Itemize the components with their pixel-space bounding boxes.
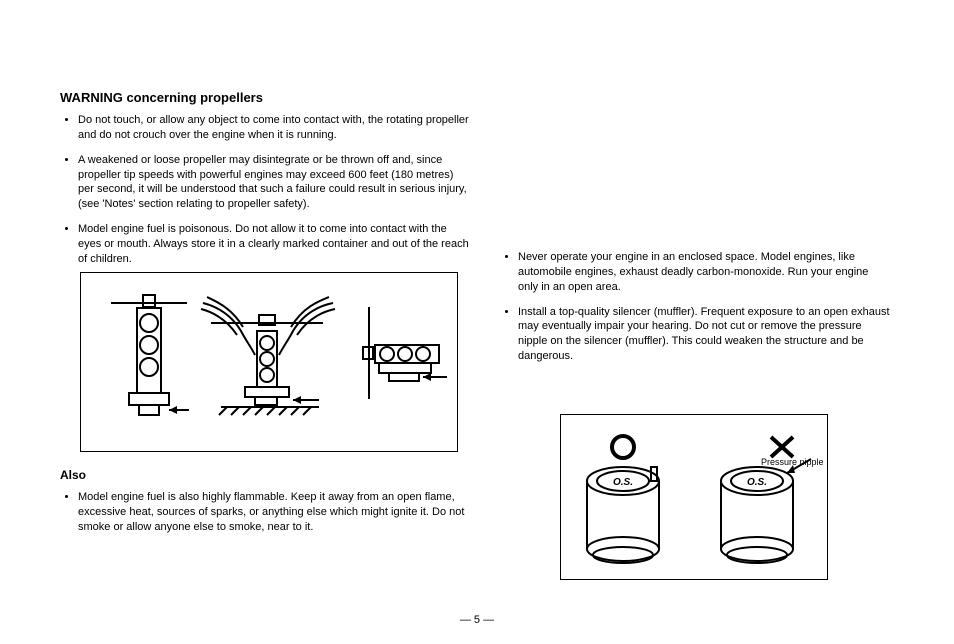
also-subheading: Also bbox=[60, 468, 470, 482]
bullet-item: Model engine fuel is also highly flammab… bbox=[78, 490, 470, 535]
silencer-figure: O.S. O.S. Pressure nipple bbox=[560, 414, 828, 580]
bullet-list-left-2: Model engine fuel is also highly flammab… bbox=[60, 490, 470, 535]
propeller-figure bbox=[80, 272, 458, 452]
bullet-item: Install a top-quality silencer (muffler)… bbox=[518, 305, 890, 364]
warning-heading: WARNING concerning propellers bbox=[60, 90, 470, 105]
bullet-item: Do not touch, or allow any object to com… bbox=[78, 113, 470, 143]
svg-text:O.S.: O.S. bbox=[613, 477, 633, 488]
bullet-item: Model engine fuel is poisonous. Do not a… bbox=[78, 222, 470, 267]
pressure-nipple-label: Pressure nipple bbox=[761, 457, 831, 467]
bullet-list-left: Do not touch, or allow any object to com… bbox=[60, 113, 470, 267]
bullet-item: Never operate your engine in an enclosed… bbox=[518, 250, 890, 295]
bullet-item: A weakened or loose propeller may disint… bbox=[78, 153, 470, 212]
svg-text:O.S.: O.S. bbox=[747, 477, 767, 488]
bullet-list-right: Never operate your engine in an enclosed… bbox=[500, 250, 890, 364]
page-number: — 5 — bbox=[0, 614, 954, 626]
